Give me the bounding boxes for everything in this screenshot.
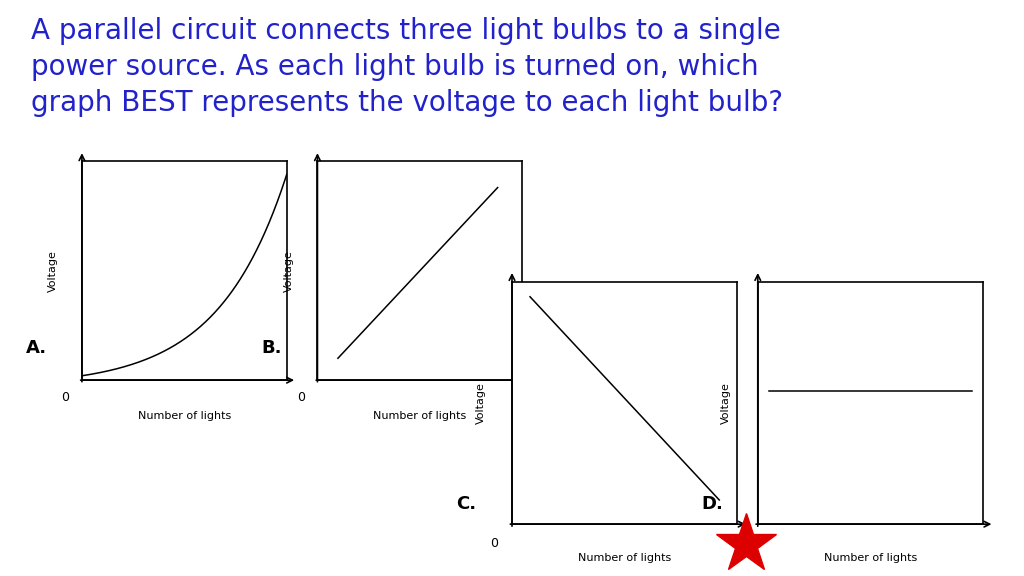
Text: 0: 0 <box>735 537 743 550</box>
Text: Number of lights: Number of lights <box>373 411 467 421</box>
Text: B.: B. <box>261 339 282 357</box>
Text: Voltage: Voltage <box>284 250 294 291</box>
Text: 0: 0 <box>489 537 498 550</box>
Text: Number of lights: Number of lights <box>137 411 231 421</box>
Text: 0: 0 <box>297 391 305 404</box>
Text: Number of lights: Number of lights <box>578 553 672 563</box>
Text: Voltage: Voltage <box>48 250 58 291</box>
Text: D.: D. <box>701 495 723 513</box>
Text: Voltage: Voltage <box>475 382 485 424</box>
Text: Voltage: Voltage <box>721 382 731 424</box>
Text: A parallel circuit connects three light bulbs to a single
power source. As each : A parallel circuit connects three light … <box>31 17 782 117</box>
Text: A.: A. <box>26 339 47 357</box>
Text: Number of lights: Number of lights <box>823 553 918 563</box>
Text: 0: 0 <box>61 391 70 404</box>
Text: C.: C. <box>456 495 476 513</box>
